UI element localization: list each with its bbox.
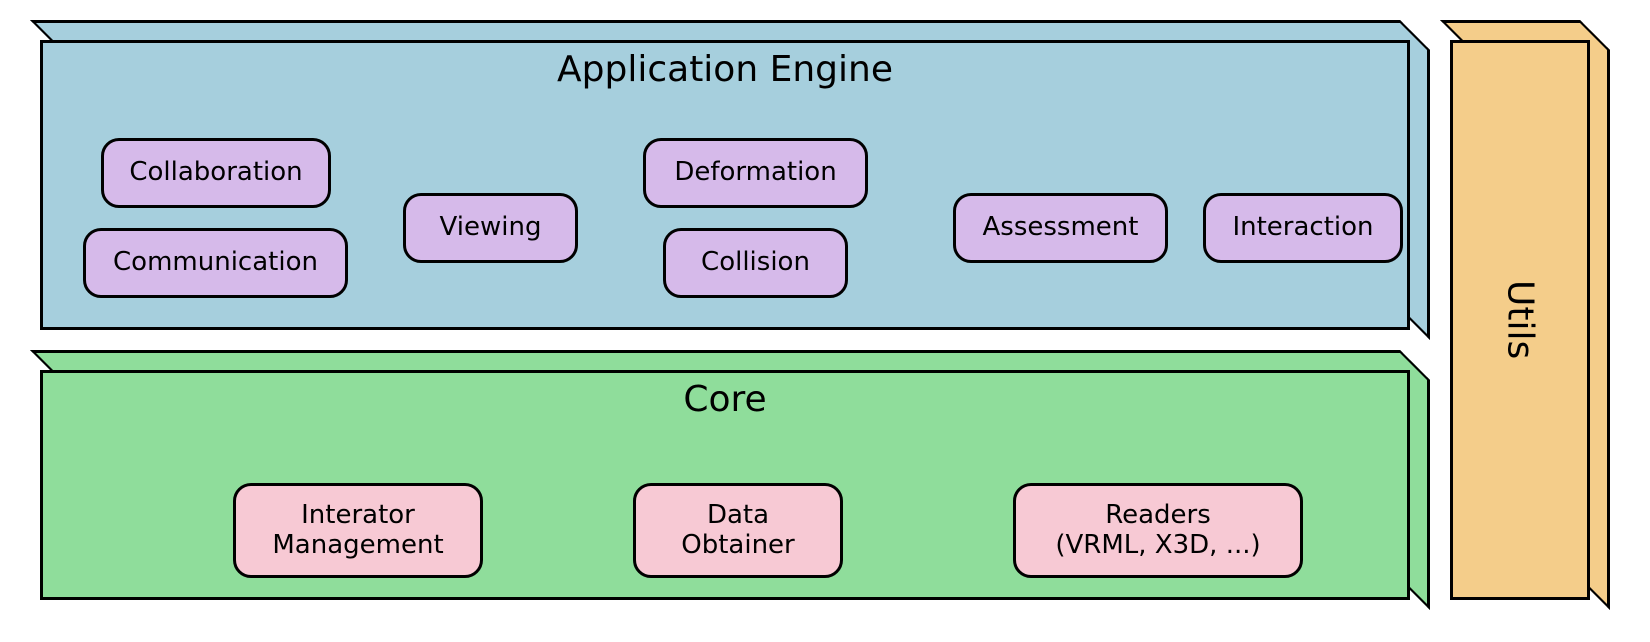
layer-utils-title: Utils	[1500, 280, 1541, 359]
module-label: Collision	[701, 248, 810, 278]
layer-core-front-face: Core InteratorManagement DataObtainer Re…	[40, 370, 1410, 600]
layer-app-engine-top-face	[30, 20, 1420, 40]
module-collaboration: Collaboration	[101, 138, 331, 208]
layer-utils-front-face: Utils	[1450, 40, 1590, 600]
module-collision: Collision	[663, 228, 848, 298]
module-communication: Communication	[83, 228, 348, 298]
layer-core-top-face	[30, 350, 1420, 370]
module-data-obtainer: DataObtainer	[633, 483, 843, 578]
layer-utils-top-face	[1440, 20, 1600, 40]
module-interator-management: InteratorManagement	[233, 483, 483, 578]
module-assessment: Assessment	[953, 193, 1168, 263]
module-label: Collaboration	[129, 158, 302, 188]
module-interaction: Interaction	[1203, 193, 1403, 263]
module-deformation: Deformation	[643, 138, 868, 208]
module-viewing: Viewing	[403, 193, 578, 263]
layer-core-title: Core	[683, 379, 766, 420]
architecture-diagram: Application Engine Collaboration Communi…	[20, 20, 1630, 622]
layer-app-engine-front-face: Application Engine Collaboration Communi…	[40, 40, 1410, 330]
layer-app-engine-side-face	[1410, 30, 1430, 340]
module-label: Readers(VRML, X3D, ...)	[1055, 501, 1260, 561]
layer-core-side-face	[1410, 360, 1430, 610]
module-readers: Readers(VRML, X3D, ...)	[1013, 483, 1303, 578]
module-label: Communication	[113, 248, 318, 278]
module-label: Deformation	[674, 158, 836, 188]
module-label: Interaction	[1232, 213, 1373, 243]
layer-app-engine-title: Application Engine	[557, 49, 893, 90]
module-label: Viewing	[440, 213, 542, 243]
module-label: Assessment	[983, 213, 1139, 243]
module-label: DataObtainer	[681, 501, 794, 561]
layer-utils-side-face	[1590, 30, 1610, 610]
module-label: InteratorManagement	[272, 501, 443, 561]
